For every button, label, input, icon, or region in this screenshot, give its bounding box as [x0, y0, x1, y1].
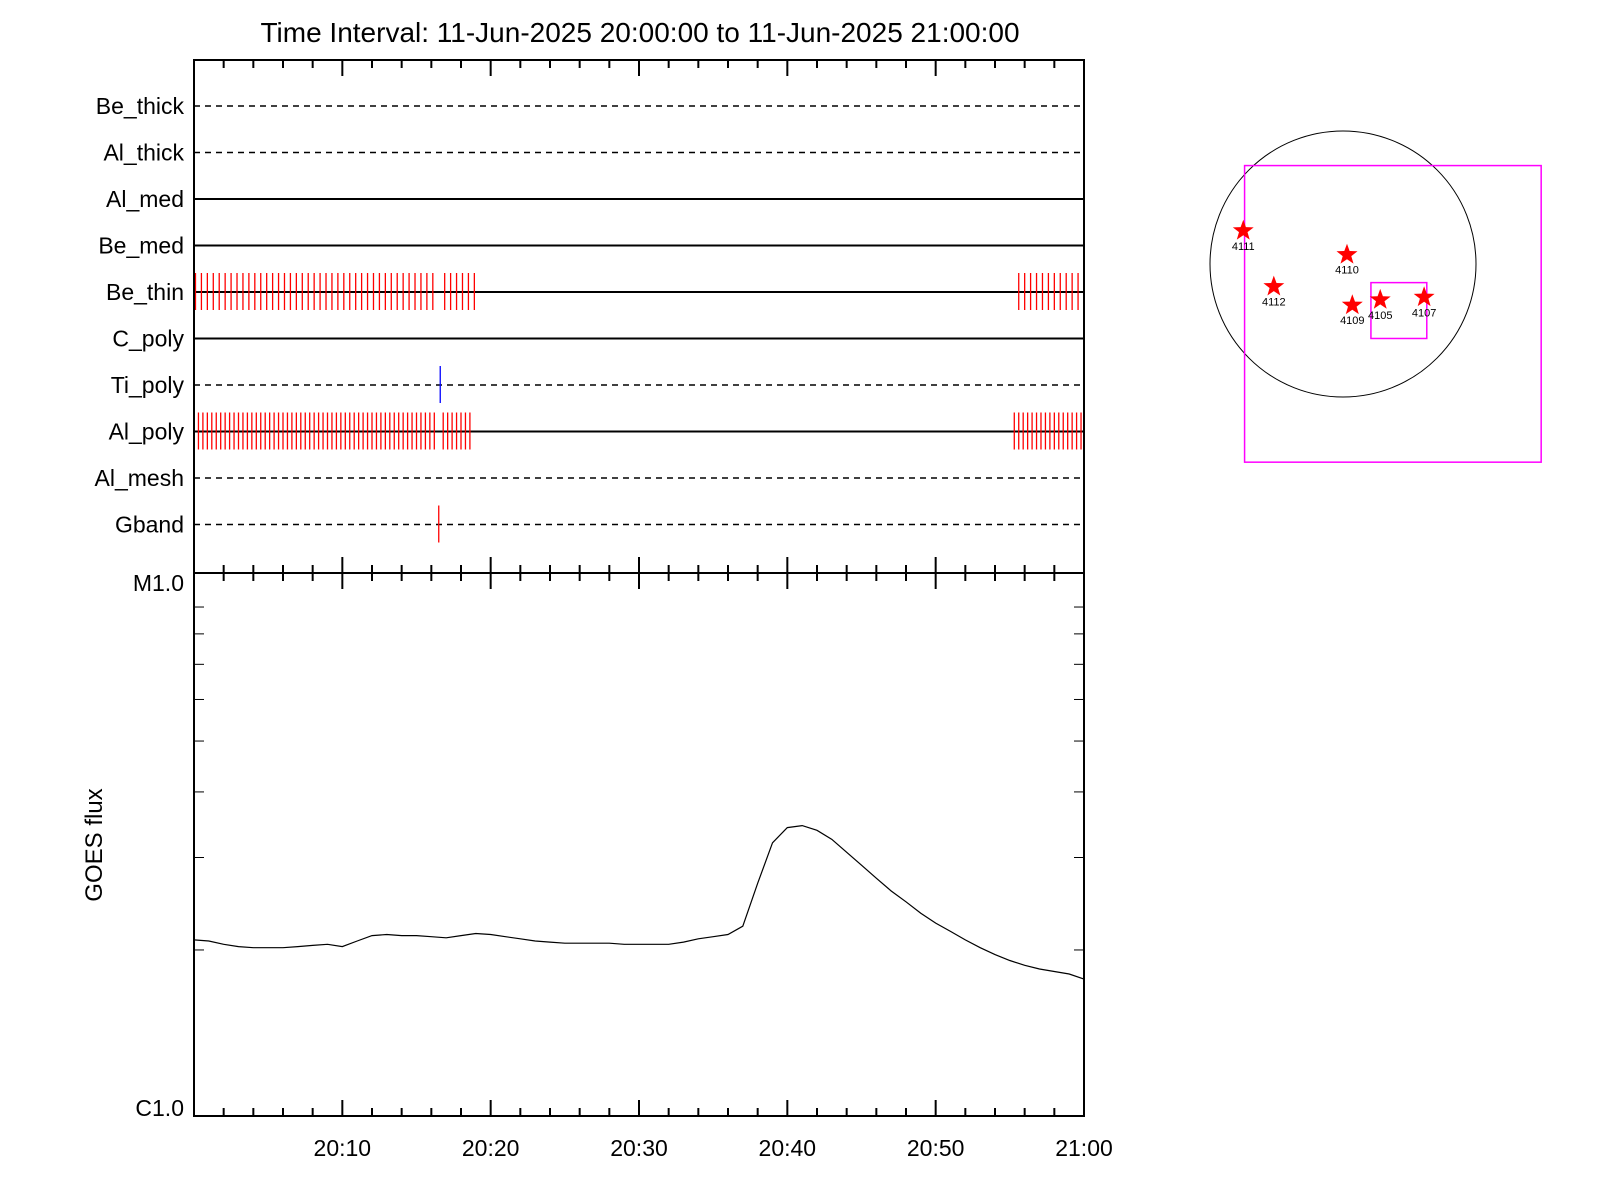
active-region-star — [1341, 294, 1363, 315]
goes-y-axis-label: GOES flux — [81, 788, 108, 901]
goes-x-tick-labels: 20:10 20:20 20:30 20:40 20:50 21:00 — [314, 1135, 1113, 1161]
filter-label: Ti_poly — [111, 372, 185, 398]
chart-title: Time Interval: 11-Jun-2025 20:00:00 to 1… — [260, 17, 1019, 48]
filter-label: Al_mesh — [95, 465, 184, 491]
filter-label: Gband — [115, 512, 184, 538]
x-tick-label: 20:10 — [314, 1135, 372, 1161]
active-region-star — [1413, 286, 1435, 307]
timeline-frame — [193, 59, 1085, 574]
goes-y-tick-labels: C1.0 M1.0 — [133, 570, 184, 1121]
filter-label: Al_med — [106, 186, 184, 212]
y-tick-label: C1.0 — [135, 1095, 184, 1121]
active-region-label: 4107 — [1412, 307, 1436, 319]
active-region-star — [1336, 243, 1358, 264]
timeline-ticks — [193, 60, 1085, 573]
goes-panel: 20:10 20:20 20:30 20:40 20:50 21:00 C1.0M1.0 … — [81, 570, 1113, 1161]
timeline-panel: Be_thick Al_thick Al_med Be_med Be_thin C_pol… — [95, 59, 1085, 574]
x-tick-label: 20:20 — [462, 1135, 520, 1161]
field-of-view-box — [1243, 164, 1542, 463]
y-tick-label: M1.0 — [133, 570, 184, 596]
filter-label: C_poly — [112, 326, 184, 352]
filter-label: Be_thin — [106, 279, 184, 305]
field-of-view-box — [1370, 281, 1428, 340]
x-tick-label: 20:50 — [907, 1135, 965, 1161]
solar-disk-map: 4111 4110 4112 4109 4105 4107 — [1209, 130, 1542, 463]
filter-rows: Be_thick Al_thick Al_med Be_med Be_thin C_pol… — [95, 93, 1084, 543]
active-region-label: 4109 — [1340, 315, 1364, 327]
filter-label: Be_thick — [96, 93, 185, 119]
active-region-label: 4105 — [1368, 310, 1392, 322]
goes-ticks — [193, 573, 1085, 1116]
filter-label: Al_thick — [103, 140, 184, 166]
active-region-label: 4110 — [1335, 265, 1359, 277]
x-tick-label: 21:00 — [1055, 1135, 1113, 1161]
filter-label: Be_med — [98, 233, 184, 259]
x-tick-label: 20:30 — [610, 1135, 668, 1161]
active-region-label: 4111 — [1232, 241, 1255, 253]
active-region-star — [1263, 275, 1285, 296]
active-region-star — [1232, 219, 1254, 240]
goes-flux-series — [193, 824, 1085, 980]
x-tick-label: 20:40 — [759, 1135, 817, 1161]
goes-frame — [193, 572, 1085, 1117]
active-region-label: 4112 — [1262, 297, 1286, 309]
filter-label: Al_poly — [109, 419, 185, 445]
active-region-star — [1369, 288, 1391, 309]
solar-disk — [1209, 130, 1477, 398]
